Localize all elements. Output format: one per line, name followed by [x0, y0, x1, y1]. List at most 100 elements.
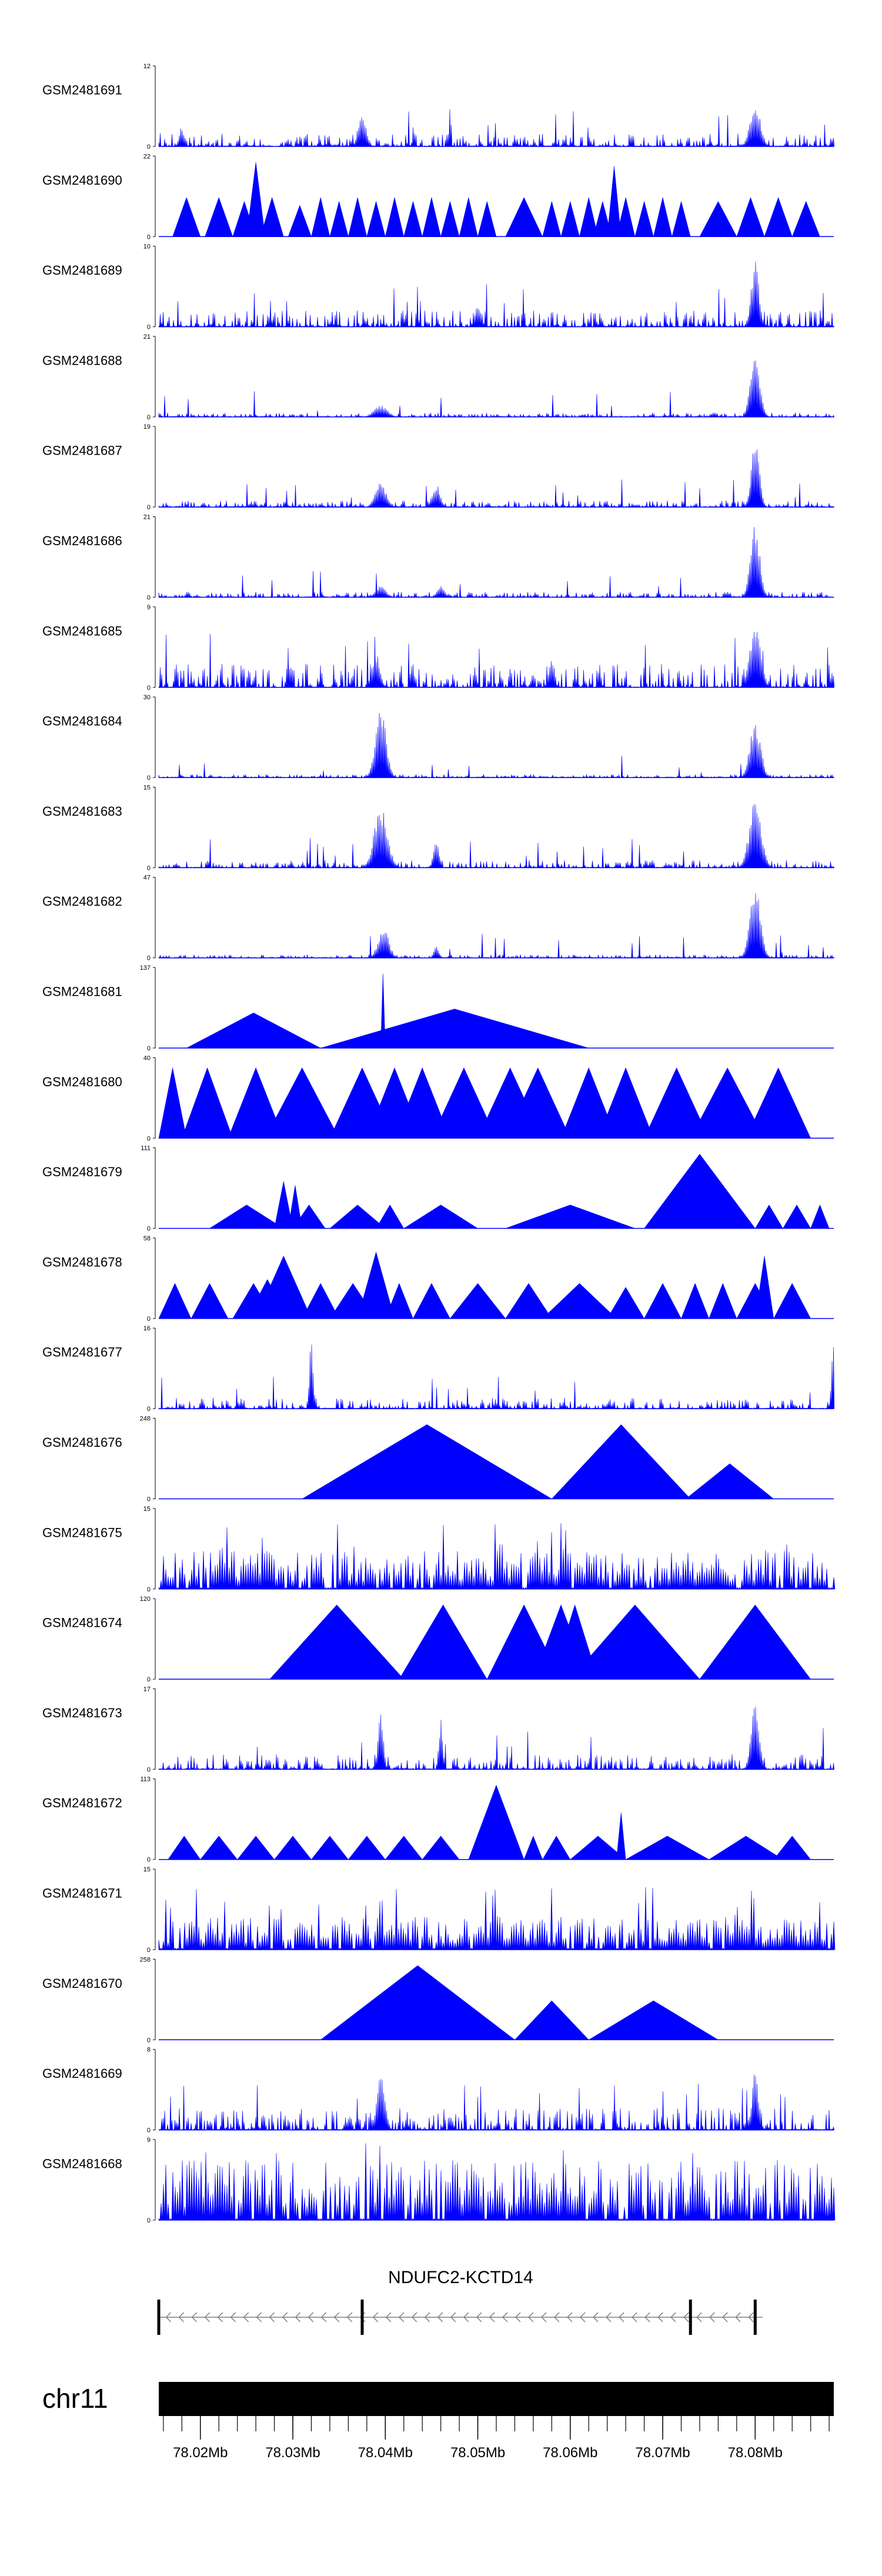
strand-arrow-icon: [243, 2312, 249, 2323]
y-min-label: 0: [147, 2037, 151, 2044]
track-GSM2481681: GSM2481681 137 0: [42, 965, 834, 1052]
coverage-triangle: [380, 973, 386, 1049]
y-min-label: 0: [147, 595, 151, 602]
gene-name-label: NDUFC2-KCTD14: [388, 2268, 533, 2287]
y-max-label: 111: [141, 1145, 151, 1152]
track-label: GSM2481681: [42, 985, 122, 999]
strand-arrow-icon: [554, 2312, 560, 2323]
y-max-label: 19: [143, 423, 151, 431]
coverage-triangle: [158, 1283, 192, 1319]
y-min-label: 0: [147, 1406, 151, 1413]
coverage-signal: [158, 1887, 836, 1950]
strand-arrow-icon: [437, 2312, 443, 2323]
coverage-triangle: [625, 1836, 710, 1860]
coverage-triangle: [542, 1283, 617, 1319]
track-GSM2481682: GSM2481682 47 0: [42, 875, 835, 962]
coverage-triangle: [292, 1204, 326, 1229]
y-max-label: 21: [143, 514, 151, 521]
coverage-triangle: [394, 1067, 450, 1139]
coverage-triangle: [597, 1067, 654, 1139]
track-GSM2481684: GSM2481684 30 0: [42, 694, 835, 782]
coverage-triangle: [653, 197, 673, 237]
x-tick-label: 78.04Mb: [358, 2445, 413, 2461]
y-max-label: 16: [143, 1325, 151, 1332]
track-label: GSM2481671: [42, 1886, 122, 1901]
coverage-triangle: [579, 197, 599, 237]
coverage-triangle: [607, 166, 622, 237]
coverage-triangle: [260, 196, 284, 237]
strand-arrow-icon: [606, 2312, 612, 2323]
track-label: GSM2481676: [42, 1435, 122, 1450]
coverage-triangle: [320, 1009, 589, 1049]
strand-arrow-icon: [722, 2312, 728, 2323]
track-label: GSM2481683: [42, 804, 122, 819]
coverage-triangle: [754, 1204, 783, 1229]
track-label: GSM2481690: [42, 173, 122, 188]
track-GSM2481673: GSM2481673 17 0: [42, 1686, 835, 1773]
coverage-triangle: [310, 1836, 349, 1860]
coverage-signal: [158, 1523, 836, 1590]
y-min-label: 0: [147, 2127, 151, 2134]
strand-arrow-icon: [256, 2312, 262, 2323]
coverage-triangle: [746, 1067, 811, 1139]
coverage-triangle: [288, 205, 312, 237]
coverage-triangle: [228, 1067, 284, 1139]
track-label: GSM2481675: [42, 1525, 122, 1540]
strand-arrow-icon: [320, 2312, 327, 2323]
track-label: GSM2481670: [42, 1976, 122, 1991]
coverage-triangle: [186, 1012, 321, 1049]
strand-arrow-icon: [709, 2312, 715, 2323]
y-min-label: 0: [147, 1586, 151, 1593]
strand-arrow-icon: [502, 2312, 508, 2323]
track-label: GSM2481691: [42, 83, 122, 98]
track-GSM2481668: GSM2481668 9 0: [42, 2137, 836, 2224]
coverage-signal: [158, 527, 834, 598]
coverage-signal: [158, 360, 835, 418]
coverage-triangle: [477, 201, 497, 237]
y-min-label: 0: [147, 1496, 151, 1503]
y-min-label: 0: [147, 1316, 151, 1323]
track-GSM2481688: GSM2481688 21 0: [42, 333, 835, 421]
track-GSM2481670: GSM2481670 258 0: [42, 1956, 834, 2044]
y-min-label: 0: [147, 1766, 151, 1773]
coverage-triangle: [505, 1204, 635, 1229]
coverage-triangle: [422, 197, 441, 237]
coverage-triangle: [376, 1204, 405, 1229]
chromosome-label: chr11: [42, 2383, 108, 2414]
track-label: GSM2481678: [42, 1254, 122, 1269]
track-label: GSM2481672: [42, 1796, 122, 1810]
strand-arrow-icon: [230, 2312, 236, 2323]
strand-arrow-icon: [735, 2312, 741, 2323]
strand-arrow-icon: [204, 2312, 211, 2323]
track-GSM2481671: GSM2481671 15 0: [42, 1866, 836, 1954]
track-GSM2481677: GSM2481677 16 0: [42, 1325, 835, 1413]
strand-arrow-icon: [593, 2312, 599, 2323]
strand-arrow-icon: [282, 2312, 288, 2323]
coverage-triangle: [158, 1067, 187, 1139]
y-max-label: 113: [140, 1776, 151, 1783]
strand-arrow-icon: [269, 2312, 275, 2323]
coverage-triangle: [560, 201, 580, 237]
track-GSM2481683: GSM2481683 15 0: [42, 784, 835, 872]
coverage-triangle: [764, 197, 793, 237]
strand-arrow-icon: [346, 2312, 353, 2323]
y-min-label: 0: [147, 504, 151, 511]
coverage-triangle: [172, 197, 201, 237]
strand-arrow-icon: [295, 2312, 301, 2323]
y-max-label: 15: [143, 784, 151, 791]
track-GSM2481675: GSM2481675 15 0: [42, 1506, 836, 1593]
coverage-triangle: [468, 1784, 524, 1860]
coverage-triangle: [593, 201, 612, 237]
coverage-triangle: [357, 1251, 395, 1319]
track-GSM2481680: GSM2481680 40 0: [42, 1055, 834, 1142]
coverage-triangle: [616, 1812, 626, 1860]
coverage-triangle: [685, 1463, 774, 1499]
gene-exon: [753, 2300, 757, 2335]
track-label: GSM2481687: [42, 443, 122, 458]
coverage-signal: [158, 632, 835, 688]
coverage-triangle: [514, 2000, 589, 2040]
strand-arrow-icon: [372, 2312, 379, 2323]
y-max-label: 258: [140, 1956, 151, 1963]
y-min-label: 0: [147, 775, 151, 782]
